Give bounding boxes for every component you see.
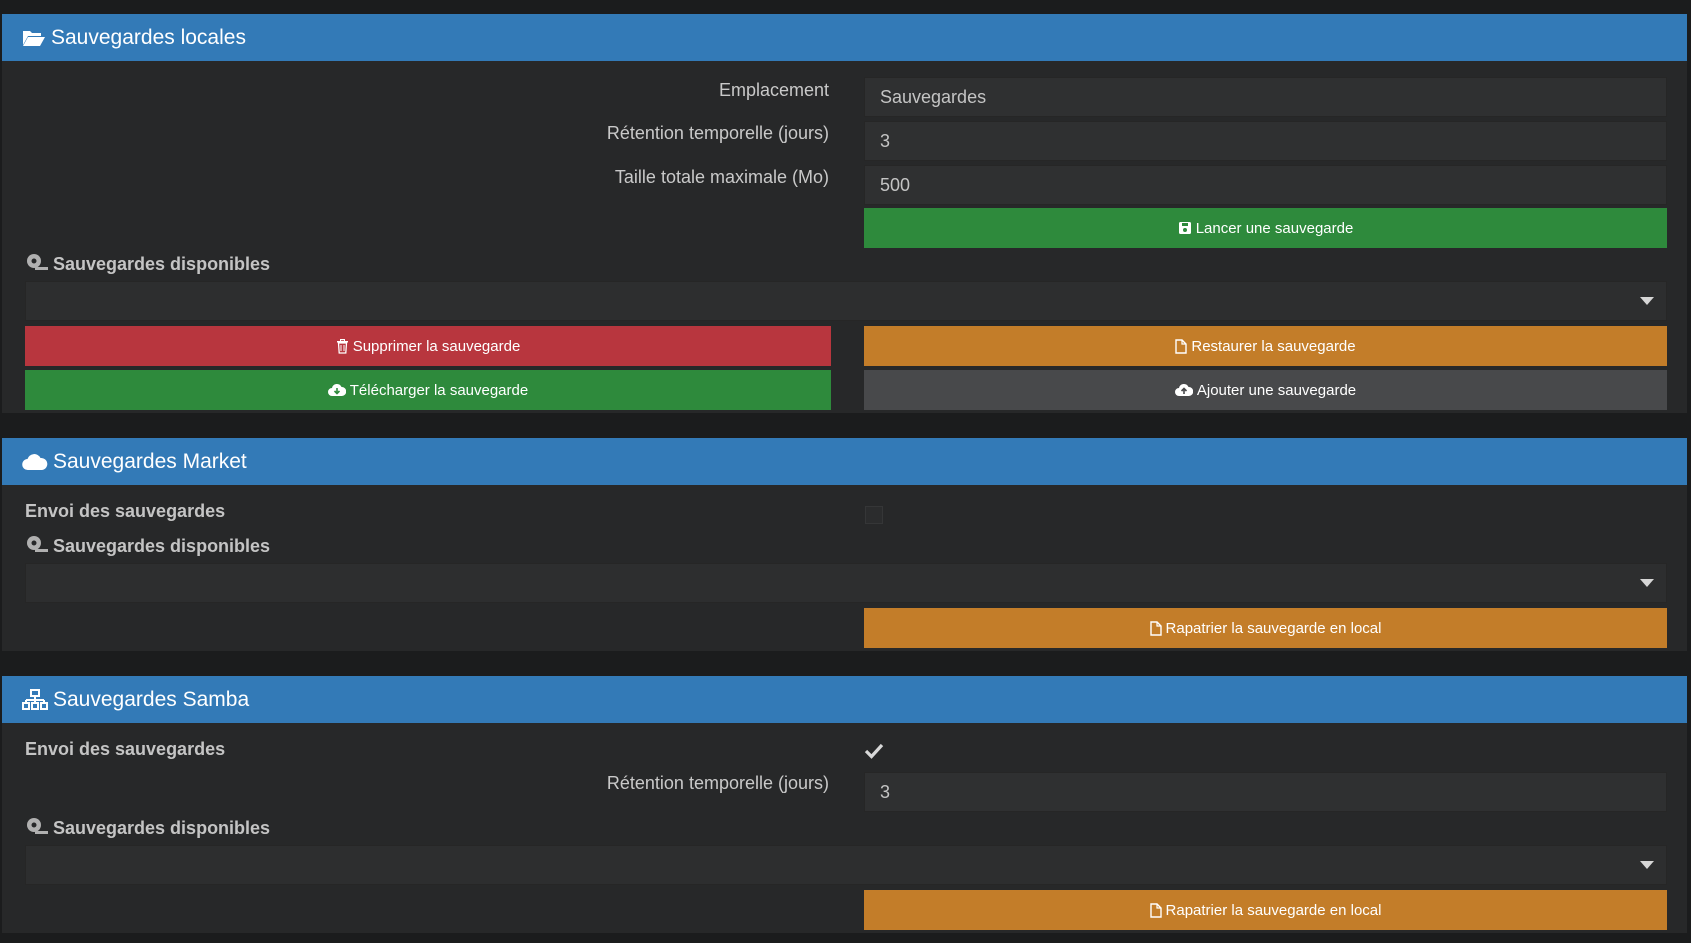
restore-backup-button[interactable]: Restaurer la sauvegarde [864, 326, 1667, 366]
retention-field[interactable]: 3 [864, 121, 1667, 161]
check-icon [864, 743, 884, 764]
local-backups-title: Sauvegardes locales [51, 26, 246, 49]
samba-available-text: Sauvegardes disponibles [53, 818, 271, 838]
hdd-icon [25, 535, 49, 558]
file-icon [1149, 620, 1162, 636]
file-icon [1149, 902, 1162, 918]
chevron-down-icon [1640, 579, 1654, 587]
hdd-icon [25, 817, 49, 840]
local-available-text: Sauvegardes disponibles [53, 254, 271, 274]
samba-retention-label: Rétention temporelle (jours) [606, 773, 829, 793]
emplacement-label: Emplacement [718, 80, 829, 100]
market-backups-title: Sauvegardes Market [53, 450, 247, 473]
download-backup-label: Télécharger la sauvegarde [349, 381, 529, 399]
max-size-label: Taille totale maximale (Mo) [614, 167, 829, 187]
delete-backup-button[interactable]: Supprimer la sauvegarde [25, 326, 831, 366]
samba-repatriate-button[interactable]: Rapatrier la sauvegarde en local [864, 890, 1667, 930]
samba-send-checkbox[interactable] [864, 742, 884, 765]
local-available-select[interactable] [25, 281, 1667, 321]
download-backup-button[interactable]: Télécharger la sauvegarde [25, 370, 831, 410]
market-repatriate-label: Rapatrier la sauvegarde en local [1165, 619, 1382, 637]
network-icon [22, 688, 48, 711]
add-backup-label: Ajouter une sauvegarde [1196, 381, 1357, 399]
local-available-label: Sauvegardes disponibles [25, 253, 270, 276]
cloud-icon [22, 453, 48, 471]
market-send-label: Envoi des sauvegardes [25, 501, 226, 521]
chevron-down-icon [1640, 297, 1654, 305]
samba-repatriate-label: Rapatrier la sauvegarde en local [1165, 901, 1382, 919]
file-icon [1175, 338, 1188, 354]
delete-backup-label: Supprimer la sauvegarde [352, 337, 521, 355]
hdd-icon [25, 253, 49, 276]
market-available-select[interactable] [25, 563, 1667, 603]
samba-available-label: Sauvegardes disponibles [25, 817, 270, 840]
market-send-checkbox[interactable] [865, 506, 883, 524]
cloud-upload-icon [1174, 383, 1193, 397]
local-backups-header: Sauvegardes locales [2, 14, 1687, 61]
local-backups-panel: Sauvegardes locales Emplacement Sauvegar… [2, 14, 1687, 413]
market-backups-header: Sauvegardes Market [2, 438, 1687, 485]
samba-send-label: Envoi des sauvegardes [25, 739, 226, 759]
market-repatriate-button[interactable]: Rapatrier la sauvegarde en local [864, 608, 1667, 648]
launch-backup-label: Lancer une sauvegarde [1195, 219, 1354, 237]
save-icon [1178, 221, 1192, 235]
samba-retention-field[interactable]: 3 [864, 772, 1667, 812]
samba-backups-header: Sauvegardes Samba [2, 676, 1687, 723]
market-backups-panel: Sauvegardes Market Envoi des sauvegardes… [2, 438, 1687, 651]
market-available-label: Sauvegardes disponibles [25, 535, 270, 558]
folder-open-icon [22, 28, 46, 48]
trash-icon [336, 338, 349, 354]
launch-backup-button[interactable]: Lancer une sauvegarde [864, 208, 1667, 248]
market-available-text: Sauvegardes disponibles [53, 536, 271, 556]
max-size-field[interactable]: 500 [864, 165, 1667, 205]
samba-backups-panel: Sauvegardes Samba Envoi des sauvegardes … [2, 676, 1687, 933]
emplacement-field[interactable]: Sauvegardes [864, 77, 1667, 117]
restore-backup-label: Restaurer la sauvegarde [1191, 337, 1356, 355]
cloud-download-icon [327, 383, 346, 397]
retention-label: Rétention temporelle (jours) [606, 123, 829, 143]
samba-available-select[interactable] [25, 845, 1667, 885]
add-backup-button[interactable]: Ajouter une sauvegarde [864, 370, 1667, 410]
chevron-down-icon [1640, 861, 1654, 869]
samba-backups-title: Sauvegardes Samba [53, 688, 250, 711]
